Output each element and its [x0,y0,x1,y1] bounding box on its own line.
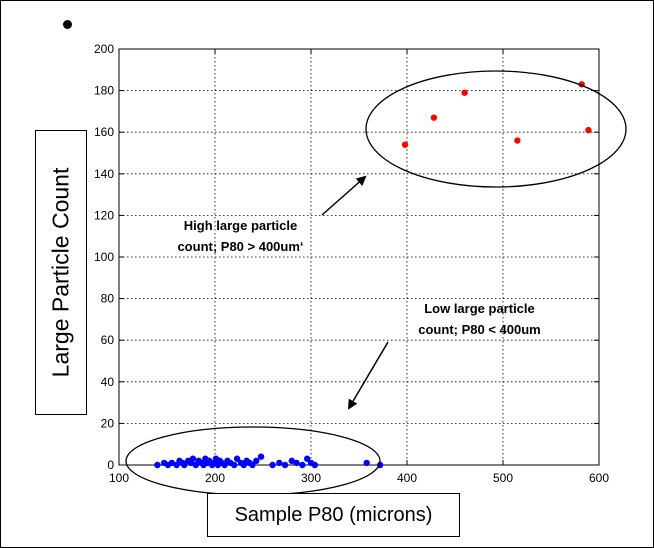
annotation-low-line-2: count; P80 < 400um [418,322,541,337]
arrow-high [321,175,367,216]
y-tick-label: 180 [94,84,114,98]
data-point [430,114,438,121]
x-axis-label: Sample P80 (microns) [234,503,433,526]
x-tick-label: 600 [589,471,609,485]
annotation-low-line-1: Low large particle [424,301,535,316]
data-point [231,461,238,469]
y-tick-label: 120 [94,208,114,222]
data-point [461,89,468,96]
data-point [288,457,295,465]
x-tick-label: 400 [397,471,417,485]
data-point [281,461,289,469]
high-count-ellipse [365,70,627,188]
y-tick-label: 20 [101,416,115,430]
data-points [154,81,592,469]
data-point [299,461,306,469]
x-tick-label: 300 [301,471,321,485]
data-point [303,455,311,462]
data-point [189,455,197,462]
annotation-high-line-2: count; P80 > 400um‘ [177,239,304,254]
data-point [181,461,188,469]
y-axis-label: Large Particle Count [47,167,74,378]
annotation-overlays [125,70,627,496]
data-point [276,459,283,467]
axis-tick-labels: 100 200 300 400 500 600 0 20 40 60 80 100 120 140 160 1… [94,42,609,485]
y-tick-label: 200 [94,42,114,56]
y-axis-label-box: Large Particle Count [35,130,87,415]
annotation-low-count: Low large particle count; P80 < 400um [392,298,567,340]
y-tick-label: 160 [94,125,114,139]
x-axis-label-box: Sample P80 (microns) [207,493,460,537]
data-point [168,459,175,467]
data-point [585,126,592,134]
y-tick-label: 100 [94,250,114,264]
data-point [363,459,370,467]
bullet-point [63,20,72,29]
data-point [253,457,260,465]
y-tick-label: 60 [101,333,115,347]
arrow-low [347,341,389,410]
data-point [401,141,409,148]
data-point [257,453,265,460]
y-tick-label: 140 [94,167,114,181]
x-tick-label: 100 [109,471,129,485]
data-point [293,459,300,467]
data-point [269,461,276,469]
x-tick-label: 200 [205,471,225,485]
annotation-high-count: High large particle count; P80 > 400um‘ [153,215,328,257]
data-point [249,461,256,469]
x-tick-label: 500 [493,471,513,485]
data-point [154,461,161,469]
data-point [233,455,241,462]
y-tick-label: 80 [101,292,115,306]
data-point [311,461,319,469]
grid-lines [119,49,599,465]
annotation-high-line-1: High large particle [183,218,298,233]
y-tick-label: 0 [107,458,114,472]
y-tick-label: 40 [101,375,115,389]
data-point [514,137,521,144]
